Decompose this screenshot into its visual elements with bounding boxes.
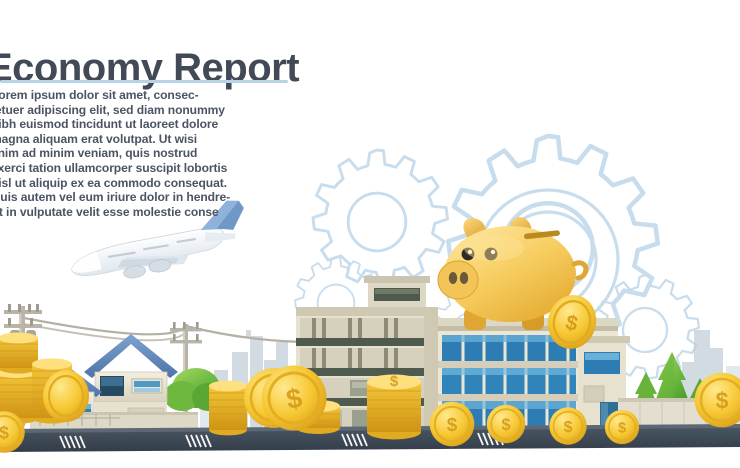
body-line: magna aliquam erat volutpat. Ut wisi [0,131,198,146]
suburban-house-small [38,368,102,429]
office-building-right [438,318,630,433]
conifer-trees [630,352,714,418]
svg-text:$: $ [563,311,580,336]
coin-stack: $ $ [296,373,421,440]
svg-text:$: $ [390,373,399,390]
coin-stack [0,332,89,424]
background-gears [294,136,701,380]
body-line: Quis autem vel eum iriure dolor in hendr… [0,190,231,205]
utility-pole [170,322,202,432]
body-line: rit in vulputate velit esse molestie con… [0,204,219,219]
body-line: Lorem ipsum dolor sit amet, consec- [0,88,199,102]
body-line: tetuer adipiscing elit, sed diam nonummy [0,102,225,117]
body-line: enim ad minim veniam, quis nostrud [0,146,198,161]
office-building-center [296,276,438,433]
body-line: exerci tation ullamcorper suscipit lobor… [0,160,228,175]
gold-coin: $ [547,295,597,349]
utility-pole [4,304,42,426]
body-line: nisl ut aliquip ex ea commodo consequat. [0,175,227,190]
page-title: Economy Report [0,45,300,90]
wall-right [618,398,740,426]
body-line: nibh euismod tincidunt ut laoreet dolore [0,117,219,132]
city-skyline-far [200,366,740,432]
suburban-house-large [84,334,178,434]
city-skyline [214,330,723,432]
fence-left [30,412,198,430]
road [0,424,740,452]
title-divider [0,80,288,83]
body-copy: Lorem ipsum dolor sit amet, consec- tetu… [0,88,261,219]
piggy-bank [437,217,589,330]
svg-text:$: $ [314,398,322,413]
coin-stack [209,362,310,436]
tree [164,368,224,411]
road-coins [0,358,740,454]
utility-poles [4,304,400,432]
